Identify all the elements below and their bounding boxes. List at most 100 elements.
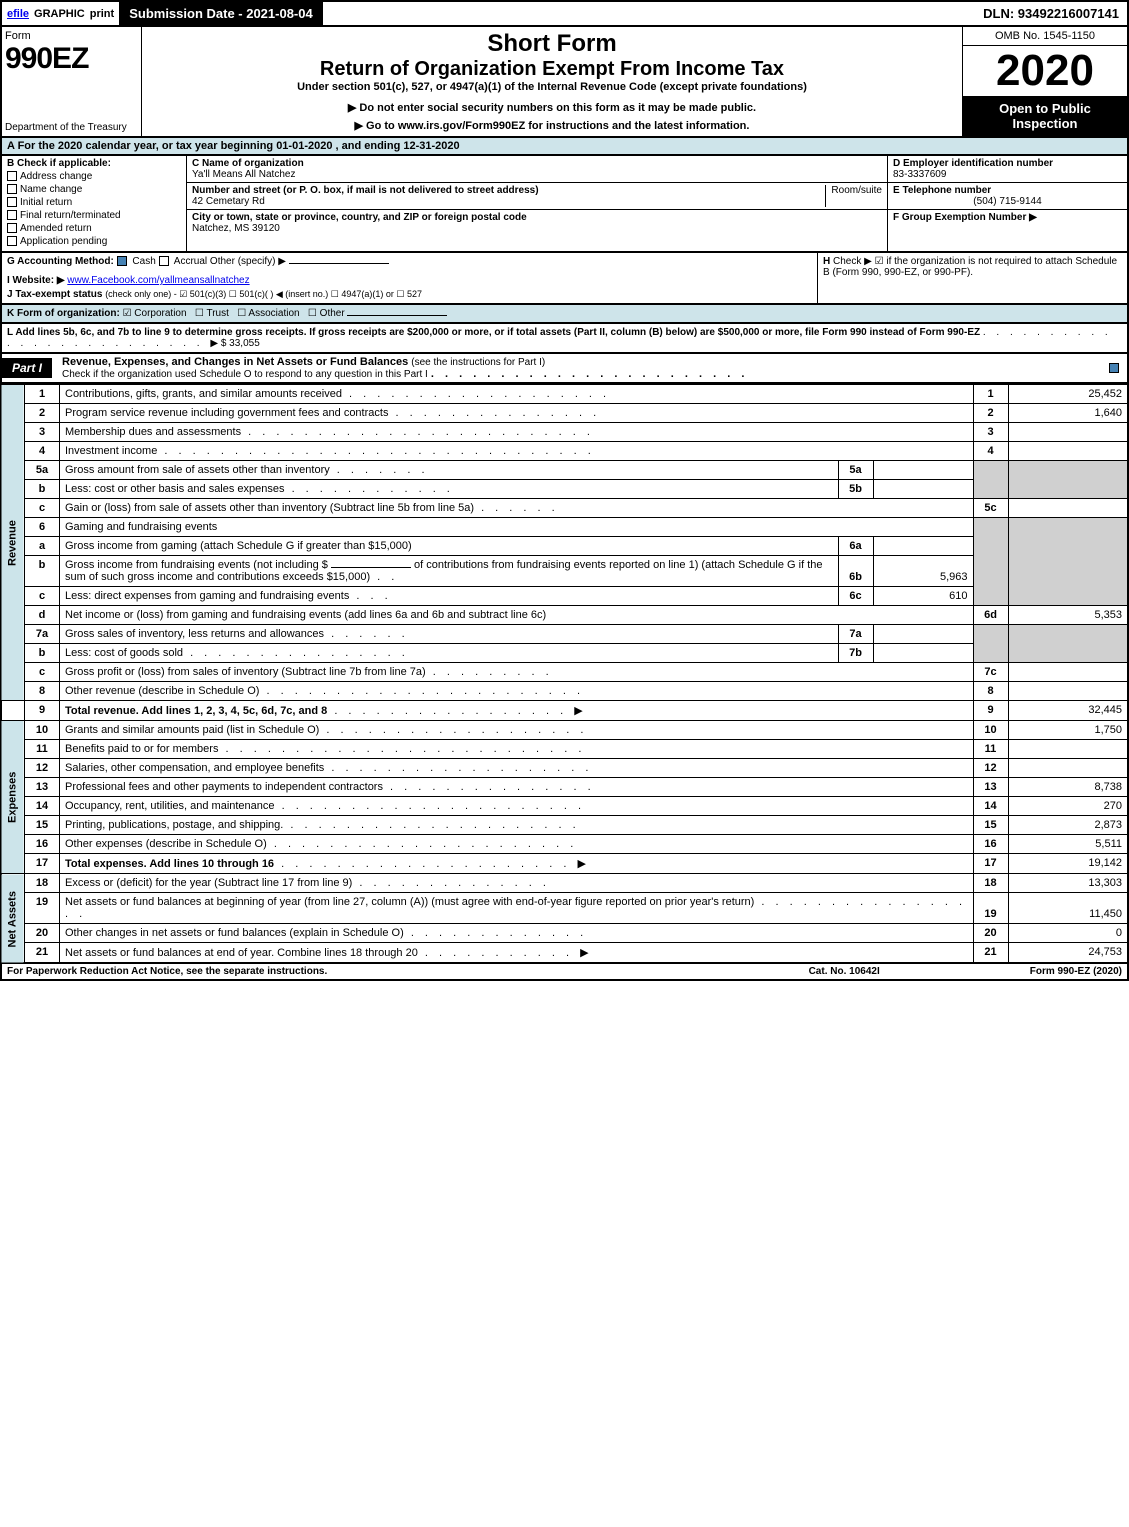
final-return-label: Final return/terminated [20,210,121,221]
line-14-num: 14 [25,797,60,816]
line-7b-desc: Less: cost of goods sold [65,647,183,659]
k-label: K Form of organization: [7,308,120,319]
city-state-zip: Natchez, MS 39120 [192,223,882,234]
line-11-num: 11 [25,740,60,759]
line-2-desc: Program service revenue including govern… [65,407,388,419]
line-5a-desc: Gross amount from sale of assets other t… [65,464,330,476]
line-6a-desc: Gross income from gaming (attach Schedul… [60,537,839,556]
line-6c-desc: Less: direct expenses from gaming and fu… [65,590,349,602]
line-6-num: 6 [25,518,60,537]
line-6a-num: a [25,537,60,556]
dln-text: DLN: 93492216007141 [975,4,1127,23]
line-5b-num: b [25,480,60,499]
other-label: Other (specify) ▶ [210,256,286,267]
accrual-checkbox[interactable] [159,256,169,266]
line-16-num: 16 [25,835,60,854]
line-12-rval [1008,759,1128,778]
line-5a-num: 5a [25,461,60,480]
address-change-label: Address change [20,171,92,182]
org-name-label: C Name of organization [192,158,882,169]
line-2-num: 2 [25,404,60,423]
print-link[interactable]: print [90,8,114,20]
line-6c-ival: 610 [873,587,973,606]
section-b-label: B Check if applicable: [7,158,181,169]
line-12-desc: Salaries, other compensation, and employ… [65,762,324,774]
line-3-num: 3 [25,423,60,442]
line-10-rval: 1,750 [1008,721,1128,740]
street-address: 42 Cemetary Rd [192,196,825,207]
goto-link[interactable]: ▶ Go to www.irs.gov/Form990EZ for instru… [145,119,959,132]
line-1-rval: 25,452 [1008,385,1128,404]
line-1-desc: Contributions, gifts, grants, and simila… [65,388,342,400]
line-19-num: 19 [25,893,60,924]
line-7c-rval [1008,663,1128,682]
line-1-num: 1 [25,385,60,404]
line-5a-ival [873,461,973,480]
part1-badge: Part I [2,358,52,378]
line-19-rval: 11,450 [1008,893,1128,924]
tax-year: 2020 [963,46,1127,96]
line-12-rnum: 12 [973,759,1008,778]
cash-label: Cash [132,256,155,267]
h-label: H [823,256,830,267]
line-6b-ival: 5,963 [873,556,973,587]
phone-label: E Telephone number [893,185,1122,196]
line-14-rnum: 14 [973,797,1008,816]
k-corp: ☑ Corporation [123,308,187,319]
line-13-rval: 8,738 [1008,778,1128,797]
line-5c-desc: Gain or (loss) from sale of assets other… [65,502,474,514]
amended-checkbox[interactable] [7,223,17,233]
line-14-rval: 270 [1008,797,1128,816]
line-4-rnum: 4 [973,442,1008,461]
line-6a-inum: 6a [838,537,873,556]
efile-link[interactable]: efile [7,8,29,20]
line-4-num: 4 [25,442,60,461]
line-7b-num: b [25,644,60,663]
line-6b-inum: 6b [838,556,873,587]
line-15-num: 15 [25,816,60,835]
line-17-desc: Total expenses. Add lines 10 through 16 [65,858,274,870]
line-1-rnum: 1 [973,385,1008,404]
line-7a-desc: Gross sales of inventory, less returns a… [65,628,324,640]
line-15-rnum: 15 [973,816,1008,835]
line-17-num: 17 [25,854,60,874]
line-7c-desc: Gross profit or (loss) from sales of inv… [65,666,426,678]
website-link[interactable]: www.Facebook.com/yallmeansallnatchez [67,275,249,286]
city-label: City or town, state or province, country… [192,212,882,223]
final-checkbox[interactable] [7,210,17,220]
address-checkbox[interactable] [7,171,17,181]
form-label: Form [5,30,138,42]
schedule-o-checkbox[interactable] [1109,363,1119,373]
cash-checkbox[interactable] [117,256,127,266]
netassets-tab: Net Assets [1,874,25,964]
line-4-desc: Investment income [65,445,157,457]
line-7c-num: c [25,663,60,682]
part1-subtitle: (see the instructions for Part I) [411,357,545,368]
line-19-rnum: 19 [973,893,1008,924]
revenue-tab: Revenue [1,385,25,701]
amended-return-label: Amended return [20,223,92,234]
ein-label: D Employer identification number [893,158,1122,169]
line-21-num: 21 [25,943,60,964]
part1-title: Revenue, Expenses, and Changes in Net As… [62,356,408,368]
line-20-rnum: 20 [973,924,1008,943]
line-16-desc: Other expenses (describe in Schedule O) [65,838,267,850]
phone-value: (504) 715-9144 [893,196,1122,207]
line-10-num: 10 [25,721,60,740]
line-6b-desc1: Gross income from fundraising events (no… [65,559,328,571]
line-6d-desc: Net income or (loss) from gaming and fun… [60,606,974,625]
initial-checkbox[interactable] [7,197,17,207]
name-checkbox[interactable] [7,184,17,194]
line-8-desc: Other revenue (describe in Schedule O) [65,685,259,697]
omb-number: OMB No. 1545-1150 [963,27,1127,46]
line-6c-inum: 6c [838,587,873,606]
line-20-num: 20 [25,924,60,943]
graphic-link[interactable]: GRAPHIC [34,8,85,20]
line-11-rval [1008,740,1128,759]
line-11-desc: Benefits paid to or for members [65,743,218,755]
line-10-rnum: 10 [973,721,1008,740]
line-7b-ival [873,644,973,663]
application-checkbox[interactable] [7,236,17,246]
line-6d-rnum: 6d [973,606,1008,625]
line-2-rval: 1,640 [1008,404,1128,423]
